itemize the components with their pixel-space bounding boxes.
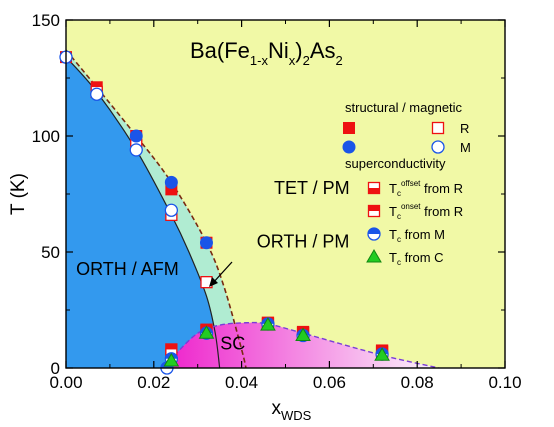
triangle-marker [260, 317, 276, 331]
legend-marker-sc [366, 249, 382, 263]
legend-entry-label: Tc from M [389, 227, 445, 244]
text-part: from M [401, 227, 445, 242]
data-point [163, 353, 180, 367]
legend-r-label: R [460, 121, 469, 136]
legend-header-sc: superconductivity [345, 156, 446, 171]
square-half-fill [165, 343, 177, 350]
text-part: from R [420, 181, 463, 196]
circle-filled-marker [199, 236, 213, 250]
text-part: T [389, 250, 397, 265]
circle-open-marker [164, 203, 179, 217]
region-label: ORTH / PM [257, 231, 350, 251]
text-part: from C [401, 250, 444, 265]
x-tick-label: 0.02 [137, 373, 170, 392]
square-filled-marker [343, 122, 355, 134]
text-part: x [272, 398, 282, 419]
square-half-fill [368, 205, 380, 211]
data-point [295, 327, 311, 342]
text-part: x [289, 53, 296, 68]
text-part: onset [401, 202, 421, 211]
circle-open-marker [129, 143, 143, 157]
y-axis-title: T (K) [8, 173, 29, 215]
text-part: from R [421, 204, 464, 219]
circle-half-fill [368, 228, 380, 234]
data-point [199, 236, 213, 250]
text-part: c [397, 189, 401, 198]
text-part: WDS [281, 408, 312, 423]
data-point [90, 87, 104, 101]
legend-header-structural: structural / magnetic [345, 100, 463, 115]
legend-entry-label: Tconset from R [389, 202, 463, 221]
y-tick-label: 0 [51, 359, 60, 378]
text-part: 2 [303, 53, 310, 68]
text-part: c [397, 258, 401, 267]
triangle-marker [295, 327, 311, 342]
region-label: SC [220, 333, 245, 353]
legend-marker-sc [367, 204, 381, 218]
triangle-marker [366, 249, 382, 263]
circle-open-marker [431, 140, 445, 154]
square-half-fill [368, 188, 380, 194]
circle-filled-marker [164, 175, 178, 189]
region-label: TET / PM [274, 178, 350, 198]
legend-marker-magnetic-m [431, 140, 445, 154]
y-tick-label: 150 [32, 11, 60, 30]
sc-transition-line [164, 321, 440, 368]
chart-title: Ba(Fe1-xNix)2As2 [190, 38, 343, 68]
y-tick-label: 100 [32, 127, 60, 146]
region-label: ORTH / AFM [76, 259, 179, 279]
text-part: c [397, 235, 401, 244]
text-part: Ni [268, 38, 289, 63]
text-part: T [389, 227, 397, 242]
x-tick-label: 0.04 [225, 373, 258, 392]
circle-filled-marker [342, 140, 356, 154]
data-point [374, 347, 390, 361]
text-part: Ba(Fe [190, 38, 250, 63]
legend-marker-sc [367, 181, 381, 195]
x-tick-label: 0.10 [488, 373, 521, 392]
data-point [129, 143, 143, 157]
triangle-marker [198, 325, 215, 339]
square-open-marker [431, 121, 445, 135]
text-part: c [397, 212, 401, 221]
legend-marker-structural-m [342, 140, 356, 154]
structural-transition-line [66, 49, 247, 368]
orth-afm-region [66, 57, 220, 368]
text-part: T [389, 181, 397, 196]
orth-pm-arrow-head [209, 277, 218, 287]
triangle-marker [163, 353, 180, 367]
legend-marker-magnetic-r [431, 121, 445, 135]
data-point [129, 129, 143, 143]
legend-marker-sc [367, 227, 381, 241]
text-part: T [389, 204, 397, 219]
data-point [260, 317, 276, 331]
x-axis-title: xWDS [272, 398, 312, 423]
x-tick-label: 0.00 [49, 373, 82, 392]
y-tick-label: 50 [41, 243, 60, 262]
circle-open-marker [90, 87, 104, 101]
data-point [164, 175, 178, 189]
text-part: 1-x [250, 53, 269, 68]
x-tick-label: 0.08 [401, 373, 434, 392]
legend-marker-structural-r [343, 122, 355, 134]
text-part: 2 [336, 53, 343, 68]
triangle-marker [374, 347, 390, 361]
legend-entry-label: Tc from C [389, 250, 444, 267]
circle-filled-marker [129, 129, 143, 143]
x-tick-label: 0.06 [313, 373, 346, 392]
data-point [198, 325, 215, 339]
sc-dome [164, 322, 440, 368]
text-part: As [310, 38, 336, 63]
text-part: ) [295, 38, 302, 63]
data-point [164, 203, 179, 217]
legend-entry-label: Tcoffset from R [389, 179, 463, 198]
legend-m-label: M [460, 140, 471, 155]
text-part: offset [401, 179, 421, 188]
